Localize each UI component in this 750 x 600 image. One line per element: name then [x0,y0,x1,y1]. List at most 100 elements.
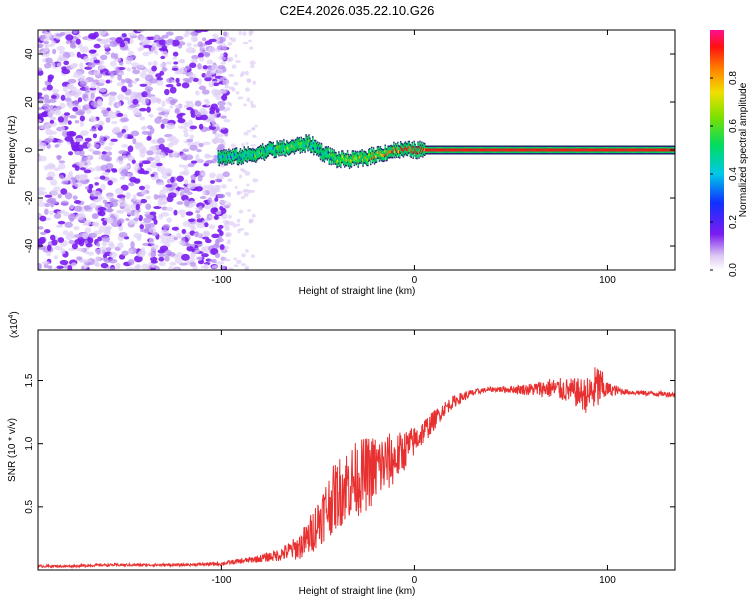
noise-cell [240,195,246,200]
noise-cell [98,210,106,217]
noise-cell [100,54,108,61]
ridge-core [389,150,391,154]
noise-cell [194,109,199,114]
ridge-core [370,151,373,155]
spectrogram-x-ticks: -100 0 100 [211,30,616,286]
ridge-core [345,158,348,162]
noise-cell [46,84,53,91]
ridge-core [351,155,354,159]
ridge-core [255,154,257,158]
ridge-core [646,148,648,152]
noise-cell [209,110,215,115]
noise-cell [247,189,252,194]
noise-cell [233,81,239,86]
noise-cell [136,30,146,33]
ridge-core [488,148,491,152]
noise-cell [185,47,195,54]
ridge-core [564,148,566,152]
noise-cell [174,104,183,108]
noise-cell [106,195,113,200]
noise-cell [209,259,214,263]
ridge-core [553,148,555,152]
ridge-core [492,148,495,152]
ridge-core [225,154,227,158]
noise-cell [60,188,68,195]
ridge-core [376,150,379,154]
noise-cell [79,46,89,53]
noise-cell [55,224,63,228]
noise-cell [194,250,200,254]
ridge-core [381,153,384,157]
ridge-core [482,148,485,152]
noise-cell [150,45,158,53]
ridge-core [226,157,228,161]
noise-cell [141,170,150,175]
ridge-core [604,148,607,152]
noise-cell [144,97,150,104]
noise-cell [153,150,161,156]
noise-cell [228,73,235,77]
noise-cell [225,106,231,111]
ridge-core [645,148,647,152]
noise-cell [87,236,92,244]
noise-cell [166,178,172,184]
noise-cell [119,176,126,180]
noise-cell [222,79,229,85]
noise-cell [137,47,143,52]
ridge-core [568,148,571,152]
ridge-core [310,145,312,149]
ridge-core [499,148,501,152]
ridge-core [271,147,274,151]
ridge-core [591,148,594,152]
ridge-core [406,148,409,152]
ridge-core [388,150,390,154]
ridge-core [418,150,420,154]
ridge-core [439,148,441,152]
noise-cell [165,122,175,130]
noise-cell [99,175,106,180]
ridge-core [420,149,422,153]
noise-cell [84,227,92,234]
ridge-core [537,148,540,152]
noise-cell [164,168,173,175]
noise-cell [121,168,129,175]
ridge-core [308,139,310,143]
ridge-core [620,148,623,152]
ridge-core [564,148,567,152]
noise-cell [157,137,165,144]
noise-cell [201,89,210,95]
noise-cell [152,60,158,67]
ridge-core [231,156,233,160]
noise-cell [62,56,67,62]
noise-cell [132,69,141,75]
ridge-core [229,155,231,159]
noise-cell [101,109,109,115]
noise-cell [133,178,141,184]
ridge-core [429,148,432,152]
noise-cell [204,51,211,58]
ridge-core [447,148,449,152]
ridge-core [249,153,251,157]
noise-cell [97,206,107,212]
ridge-core [311,145,313,149]
ridge-core [286,145,288,149]
ridge-core [442,148,444,152]
noise-cell [145,195,152,200]
ridge-core [366,157,368,161]
ridge-core [292,144,295,148]
noise-cell [243,192,249,197]
ridge-core [287,146,289,150]
noise-cell [202,184,210,190]
noise-cell [148,113,154,118]
noise-cell [248,219,252,224]
noise-cell [157,116,163,120]
noise-cell [189,261,197,267]
noise-cell [159,245,169,252]
noise-cell [99,135,104,143]
noise-cell [219,244,225,251]
ridge-core [621,148,624,152]
noise-cell [84,137,92,142]
ridge-core [609,148,611,152]
noise-cell [170,176,175,183]
ridge-core [281,145,283,149]
